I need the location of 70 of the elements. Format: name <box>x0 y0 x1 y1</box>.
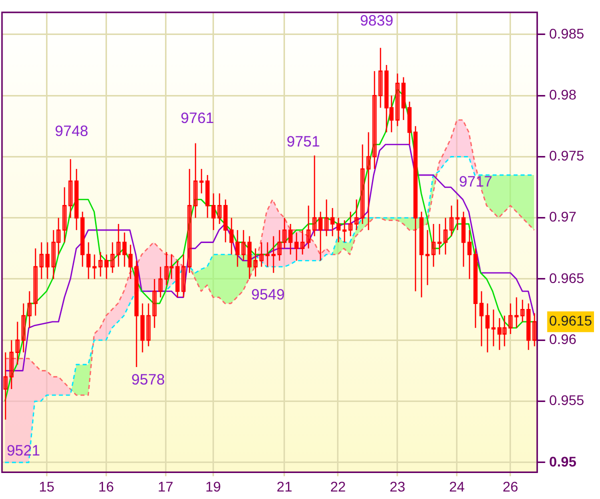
candlestick <box>514 296 519 328</box>
annotation: 9549 <box>251 286 285 304</box>
candlestick <box>300 229 305 256</box>
y-tick-label: 0.985 <box>549 25 584 42</box>
y-tick-label: 0.9615 <box>549 312 592 329</box>
candlestick <box>3 352 8 420</box>
annotation: 9839 <box>360 12 394 30</box>
candlestick <box>68 158 73 218</box>
candlestick <box>508 302 513 335</box>
y-tick-label: 0.95 <box>549 453 577 470</box>
candlestick <box>146 302 151 347</box>
candlestick <box>324 198 329 237</box>
candlestick <box>187 168 192 274</box>
candlestick <box>110 242 115 274</box>
candlestick <box>27 290 32 328</box>
candlestick <box>431 223 436 268</box>
annotation: 9751 <box>286 134 320 151</box>
candlestick <box>9 340 14 390</box>
y-tick-label: 0.97 <box>549 208 577 225</box>
candlestick <box>39 242 44 280</box>
candlestick <box>21 302 26 353</box>
candlestick <box>437 223 442 256</box>
candlestick <box>360 144 365 225</box>
x-tick-label: 19 <box>205 478 222 494</box>
x-tick-label: 15 <box>38 478 55 494</box>
candlestick <box>354 198 359 231</box>
annotation: 9761 <box>180 110 214 128</box>
x-tick-label: 21 <box>276 478 292 494</box>
candlestick <box>217 192 222 225</box>
candlestick <box>378 47 383 108</box>
candlestick <box>98 251 103 278</box>
candlestick <box>199 168 204 194</box>
annotation: 9521 <box>6 442 40 460</box>
candlestick <box>449 205 454 237</box>
y-tick-label: 0.965 <box>549 270 584 286</box>
candlestick <box>92 254 97 280</box>
candlestick <box>372 70 377 170</box>
candlestick <box>158 266 163 298</box>
y-tick-label: 0.975 <box>549 148 584 164</box>
candlestick <box>259 242 264 268</box>
x-tick-label: 16 <box>98 478 114 494</box>
x-tick-label: 17 <box>158 478 174 494</box>
y-tick-label: 0.96 <box>549 330 577 347</box>
candlestick <box>455 198 460 231</box>
candlestick <box>395 72 400 127</box>
candlestick <box>181 254 186 298</box>
candlestick <box>62 186 67 243</box>
candlestick <box>532 312 537 347</box>
candlestick <box>15 321 20 366</box>
candlestick <box>348 211 353 237</box>
x-tick-label: 23 <box>390 478 406 494</box>
y-tick-label: 0.955 <box>549 392 584 408</box>
candlestick <box>33 248 38 316</box>
annotation: 9578 <box>131 371 165 388</box>
annotation: 9717 <box>458 174 492 191</box>
x-tick-label: 22 <box>330 478 346 494</box>
candlestick <box>116 223 121 268</box>
candlestick <box>253 248 258 278</box>
candlestick <box>312 154 317 237</box>
candlestick <box>520 299 525 322</box>
x-tick-label: 24 <box>449 478 465 494</box>
candlestick <box>366 132 371 231</box>
y-tick-label: 0.98 <box>549 86 577 102</box>
candlestick <box>152 278 157 328</box>
candlestick <box>241 229 246 262</box>
candlestick <box>306 205 311 250</box>
candlestick <box>443 217 448 256</box>
annotation: 9748 <box>54 123 88 140</box>
candlestick <box>193 142 198 218</box>
x-tick-label: 26 <box>502 478 518 494</box>
